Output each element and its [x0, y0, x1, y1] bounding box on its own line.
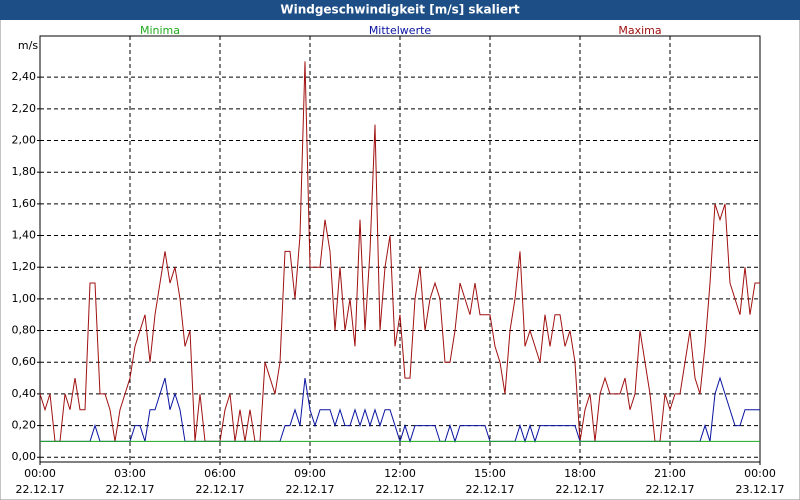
title-bar [0, 0, 800, 20]
y-axis-label: m/s [18, 39, 38, 52]
x-tick-label: 15:00 [474, 467, 506, 480]
x-tick-label: 18:00 [564, 467, 596, 480]
x-tick-date: 22.12.17 [196, 483, 245, 496]
x-tick-date: 22.12.17 [646, 483, 695, 496]
y-tick-label: 2,20 [12, 102, 37, 115]
x-tick-date: 22.12.17 [106, 483, 155, 496]
x-tick-label: 12:00 [384, 467, 416, 480]
legend-entry: Maxima [618, 24, 661, 37]
y-tick-label: 0,20 [12, 419, 37, 432]
legend-entry: Minima [140, 24, 180, 37]
y-tick-label: 0,40 [12, 387, 37, 400]
x-tick-label: 03:00 [114, 467, 146, 480]
y-tick-label: 1,20 [12, 260, 37, 273]
series-line [39, 61, 760, 442]
x-tick-label: 00:00 [744, 467, 776, 480]
y-tick-label: 0,80 [12, 324, 37, 337]
y-tick-label: 1,40 [12, 229, 37, 242]
x-tick-date: 22.12.17 [466, 483, 515, 496]
x-tick-label: 00:00 [24, 467, 56, 480]
x-tick-date: 22.12.17 [286, 483, 335, 496]
x-tick-date: 22.12.17 [376, 483, 425, 496]
y-tick-label: 0,00 [12, 450, 37, 463]
legend-entry: Mittelwerte [369, 24, 432, 37]
x-tick-date: 22.12.17 [556, 483, 605, 496]
y-tick-label: 1,60 [12, 197, 37, 210]
y-tick-label: 0,60 [12, 355, 37, 368]
x-tick-label: 21:00 [654, 467, 686, 480]
x-tick-label: 06:00 [204, 467, 236, 480]
x-tick-label: 09:00 [294, 467, 326, 480]
chart-title: Windgeschwindigkeit [m/s] skaliert [280, 3, 520, 17]
y-tick-label: 1,80 [12, 165, 37, 178]
x-tick-date: 22.12.17 [16, 483, 65, 496]
y-tick-label: 1,00 [12, 292, 37, 305]
x-tick-date: 23.12.17 [736, 483, 785, 496]
y-tick-label: 2,40 [12, 70, 37, 83]
y-tick-label: 2,00 [12, 134, 37, 147]
